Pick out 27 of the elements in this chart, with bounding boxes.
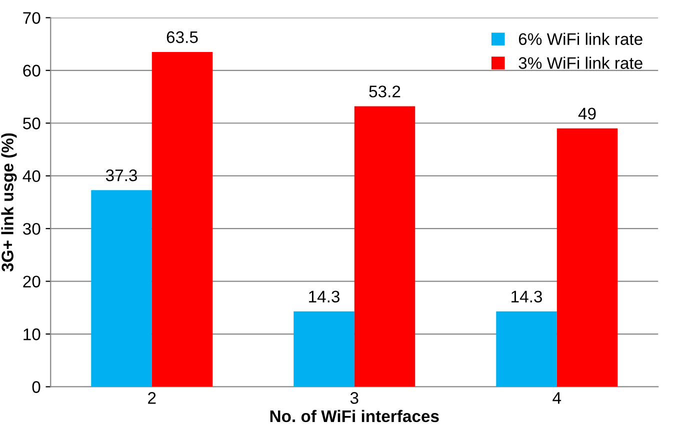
x-tick-label: 3 bbox=[350, 392, 358, 404]
y-tick-label: 70 bbox=[23, 12, 40, 24]
data-label: 63.5 bbox=[166, 31, 198, 44]
y-tick-label: 30 bbox=[23, 222, 40, 235]
legend-label: 6% WiFi link rate bbox=[518, 32, 642, 46]
bar bbox=[294, 311, 354, 387]
legend-label: 3% WiFi link rate bbox=[518, 56, 642, 69]
bar bbox=[354, 106, 416, 387]
data-label: 14.3 bbox=[512, 290, 542, 303]
data-label: 14.3 bbox=[309, 290, 340, 303]
x-tick-label: 4 bbox=[552, 392, 562, 404]
y-tick-label: 20 bbox=[23, 276, 40, 288]
y-tick-label: 40 bbox=[22, 170, 40, 182]
y-tick-label: 50 bbox=[23, 118, 40, 130]
y-axis-title: 3G+ link usge (%) bbox=[1, 133, 17, 272]
data-label: 53.2 bbox=[369, 86, 400, 98]
bar bbox=[91, 190, 152, 387]
y-tick-label: 0 bbox=[32, 381, 40, 393]
x-axis-title: No. of WiFi interfaces bbox=[270, 410, 439, 422]
bar bbox=[152, 52, 213, 387]
y-tick-label: 10 bbox=[24, 328, 40, 340]
x-tick-label: 2 bbox=[148, 392, 156, 404]
data-label: 49 bbox=[578, 108, 596, 120]
bar bbox=[496, 311, 557, 387]
y-tick-label: 60 bbox=[23, 64, 40, 77]
data-label: 37.3 bbox=[106, 169, 137, 182]
bar bbox=[556, 128, 618, 387]
